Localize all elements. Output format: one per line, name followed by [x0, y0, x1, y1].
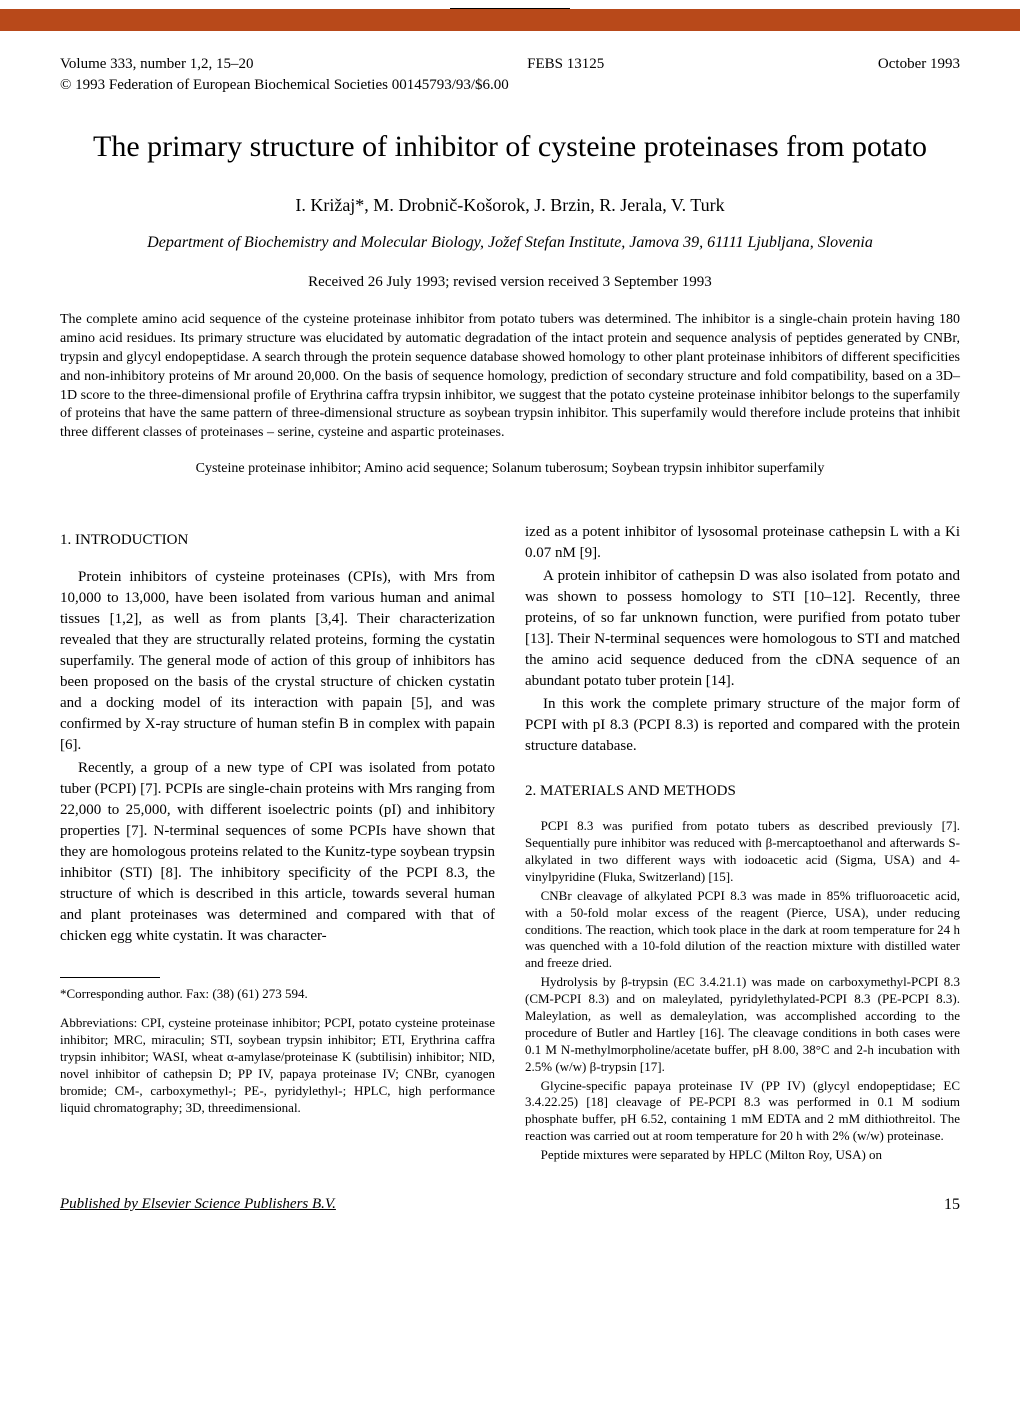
- volume-info: Volume 333, number 1,2, 15–20: [60, 56, 253, 73]
- col2-paragraph-2: A protein inhibitor of cathepsin D was a…: [525, 566, 960, 692]
- keywords: Cysteine proteinase inhibitor; Amino aci…: [60, 461, 960, 477]
- orange-header-bar: [0, 9, 1020, 31]
- two-column-body: 1. INTRODUCTION Protein inhibitors of cy…: [60, 522, 960, 1166]
- methods-heading: 2. MATERIALS AND METHODS: [525, 781, 960, 802]
- abstract: The complete amino acid sequence of the …: [60, 311, 960, 443]
- header-row: Volume 333, number 1,2, 15–20 FEBS 13125…: [60, 56, 960, 73]
- methods-paragraph-2: CNBr cleavage of alkylated PCPI 8.3 was …: [525, 888, 960, 972]
- corresponding-author-footnote: *Corresponding author. Fax: (38) (61) 27…: [60, 986, 495, 1003]
- article-title: The primary structure of inhibitor of cy…: [60, 129, 960, 165]
- introduction-heading: 1. INTRODUCTION: [60, 530, 495, 551]
- abbreviations-footnote: Abbreviations: CPI, cysteine proteinase …: [60, 1015, 495, 1116]
- col2-paragraph-3: In this work the complete primary struct…: [525, 694, 960, 757]
- methods-paragraph-4: Glycine-specific papaya proteinase IV (P…: [525, 1078, 960, 1146]
- footnote-separator: [60, 977, 160, 978]
- intro-paragraph-1: Protein inhibitors of cysteine proteinas…: [60, 567, 495, 756]
- page-number: 15: [944, 1196, 960, 1214]
- methods-paragraph-5: Peptide mixtures were separated by HPLC …: [525, 1147, 960, 1164]
- received-dates: Received 26 July 1993; revised version r…: [60, 274, 960, 291]
- col2-paragraph-1: ized as a potent inhibitor of lysosomal …: [525, 522, 960, 564]
- authors: I. Križaj*, M. Drobnič-Košorok, J. Brzin…: [60, 195, 960, 216]
- methods-paragraph-1: PCPI 8.3 was purified from potato tubers…: [525, 818, 960, 886]
- footer-row: Published by Elsevier Science Publishers…: [60, 1196, 960, 1214]
- publication-date: October 1993: [878, 56, 960, 73]
- page-content: Volume 333, number 1,2, 15–20 FEBS 13125…: [0, 31, 1020, 1244]
- copyright-line: © 1993 Federation of European Biochemica…: [60, 77, 960, 94]
- journal-code: FEBS 13125: [527, 56, 604, 73]
- affiliation: Department of Biochemistry and Molecular…: [60, 234, 960, 252]
- publisher: Published by Elsevier Science Publishers…: [60, 1196, 336, 1214]
- methods-paragraph-3: Hydrolysis by β-trypsin (EC 3.4.21.1) wa…: [525, 974, 960, 1075]
- right-column: ized as a potent inhibitor of lysosomal …: [525, 522, 960, 1166]
- left-column: 1. INTRODUCTION Protein inhibitors of cy…: [60, 522, 495, 1166]
- intro-paragraph-2: Recently, a group of a new type of CPI w…: [60, 758, 495, 947]
